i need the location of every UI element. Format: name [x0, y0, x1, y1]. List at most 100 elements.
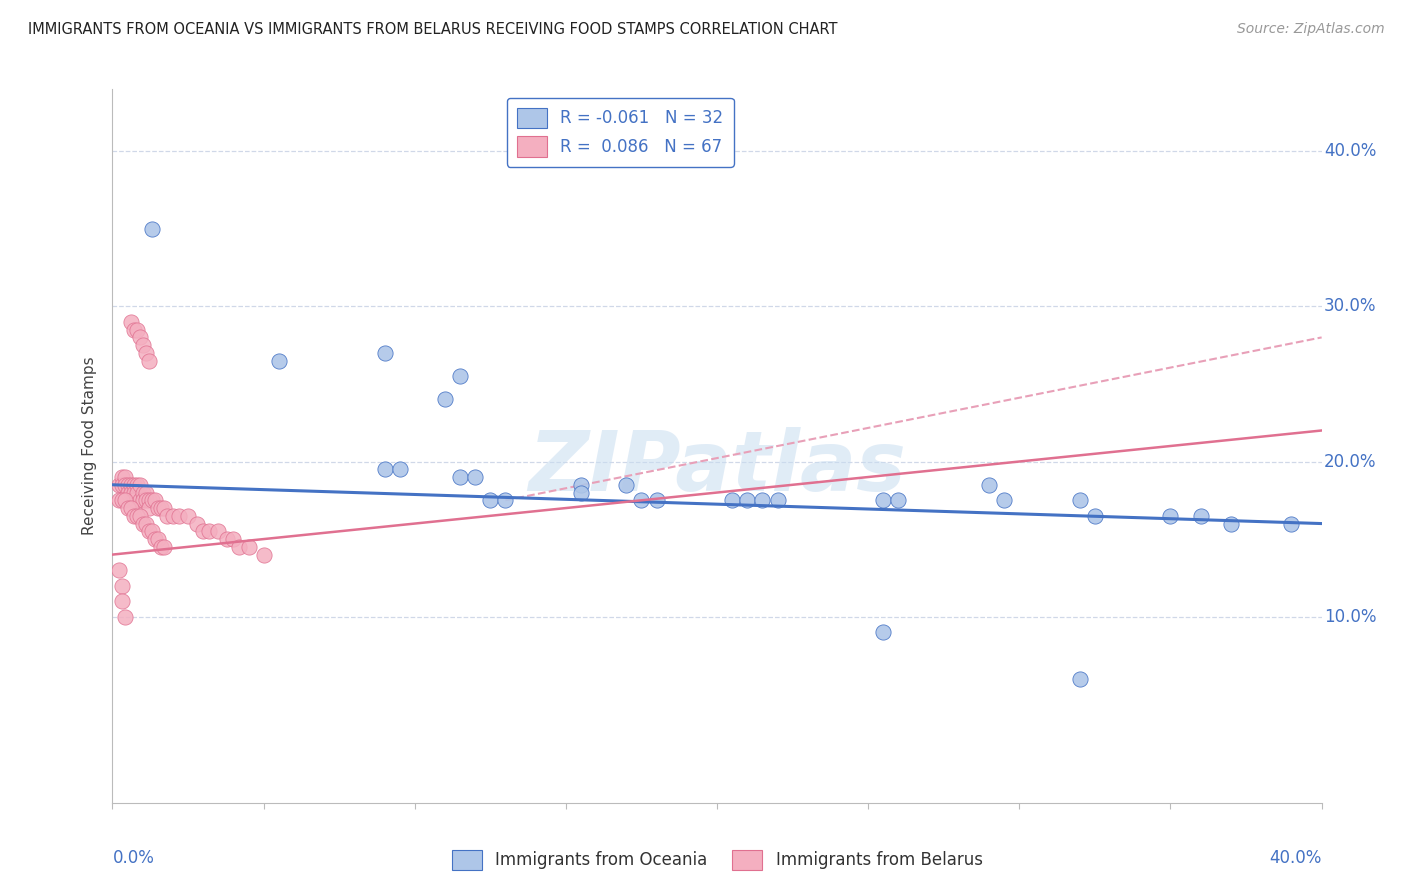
Point: [149, 501, 172, 516]
Point: [721, 493, 744, 508]
Point: [238, 540, 260, 554]
Point: [993, 493, 1015, 508]
Point: [132, 493, 155, 508]
Point: [122, 493, 145, 508]
Point: [1069, 493, 1091, 508]
Point: [433, 392, 456, 407]
Point: [872, 625, 894, 640]
Point: [374, 462, 396, 476]
Point: [132, 338, 155, 352]
Point: [114, 470, 136, 484]
Point: [135, 516, 157, 531]
Text: 20.0%: 20.0%: [1324, 452, 1376, 470]
Point: [125, 485, 148, 500]
Point: [138, 493, 160, 508]
Text: ZIPatlas: ZIPatlas: [529, 427, 905, 508]
Point: [120, 477, 142, 491]
Point: [177, 508, 200, 523]
Point: [495, 493, 517, 508]
Point: [120, 315, 142, 329]
Point: [449, 470, 471, 484]
Point: [217, 532, 239, 546]
Point: [191, 524, 214, 539]
Point: [122, 323, 145, 337]
Point: [1069, 672, 1091, 686]
Point: [222, 532, 245, 546]
Point: [616, 477, 638, 491]
Point: [1084, 508, 1107, 523]
Point: [107, 563, 129, 577]
Point: [143, 532, 166, 546]
Point: [267, 353, 290, 368]
Point: [117, 477, 139, 491]
Point: [125, 323, 148, 337]
Point: [122, 477, 145, 491]
Point: [146, 501, 169, 516]
Point: [128, 493, 150, 508]
Point: [110, 493, 132, 508]
Text: 40.0%: 40.0%: [1270, 849, 1322, 867]
Point: [146, 532, 169, 546]
Point: [464, 470, 486, 484]
Text: 30.0%: 30.0%: [1324, 297, 1376, 316]
Point: [114, 477, 136, 491]
Point: [138, 524, 160, 539]
Point: [228, 540, 250, 554]
Point: [153, 501, 176, 516]
Text: IMMIGRANTS FROM OCEANIA VS IMMIGRANTS FROM BELARUS RECEIVING FOOD STAMPS CORRELA: IMMIGRANTS FROM OCEANIA VS IMMIGRANTS FR…: [28, 22, 838, 37]
Point: [872, 493, 894, 508]
Point: [388, 462, 411, 476]
Point: [138, 501, 160, 516]
Point: [110, 477, 132, 491]
Point: [737, 493, 759, 508]
Point: [135, 485, 157, 500]
Point: [207, 524, 229, 539]
Point: [751, 493, 773, 508]
Point: [449, 369, 471, 384]
Point: [125, 477, 148, 491]
Point: [117, 501, 139, 516]
Point: [149, 540, 172, 554]
Point: [120, 485, 142, 500]
Point: [162, 508, 184, 523]
Point: [156, 508, 179, 523]
Point: [153, 540, 176, 554]
Point: [122, 508, 145, 523]
Y-axis label: Receiving Food Stamps: Receiving Food Stamps: [82, 357, 97, 535]
Point: [645, 493, 668, 508]
Point: [766, 493, 789, 508]
Point: [1279, 516, 1302, 531]
Text: Source: ZipAtlas.com: Source: ZipAtlas.com: [1237, 22, 1385, 37]
Point: [1159, 508, 1181, 523]
Point: [114, 609, 136, 624]
Point: [128, 508, 150, 523]
Text: 0.0%: 0.0%: [112, 849, 155, 867]
Point: [138, 353, 160, 368]
Point: [198, 524, 221, 539]
Point: [1220, 516, 1243, 531]
Legend: Immigrants from Oceania, Immigrants from Belarus: Immigrants from Oceania, Immigrants from…: [444, 843, 990, 877]
Text: 40.0%: 40.0%: [1324, 142, 1376, 161]
Point: [110, 470, 132, 484]
Point: [132, 485, 155, 500]
Point: [110, 594, 132, 608]
Point: [141, 493, 163, 508]
Point: [167, 508, 190, 523]
Point: [569, 485, 592, 500]
Point: [630, 493, 652, 508]
Point: [569, 477, 592, 491]
Point: [1189, 508, 1212, 523]
Point: [977, 477, 1000, 491]
Point: [132, 516, 155, 531]
Point: [135, 346, 157, 360]
Point: [117, 485, 139, 500]
Point: [107, 493, 129, 508]
Point: [120, 501, 142, 516]
Text: 10.0%: 10.0%: [1324, 607, 1376, 625]
Point: [887, 493, 910, 508]
Point: [128, 477, 150, 491]
Point: [141, 524, 163, 539]
Point: [141, 222, 163, 236]
Point: [186, 516, 208, 531]
Point: [110, 579, 132, 593]
